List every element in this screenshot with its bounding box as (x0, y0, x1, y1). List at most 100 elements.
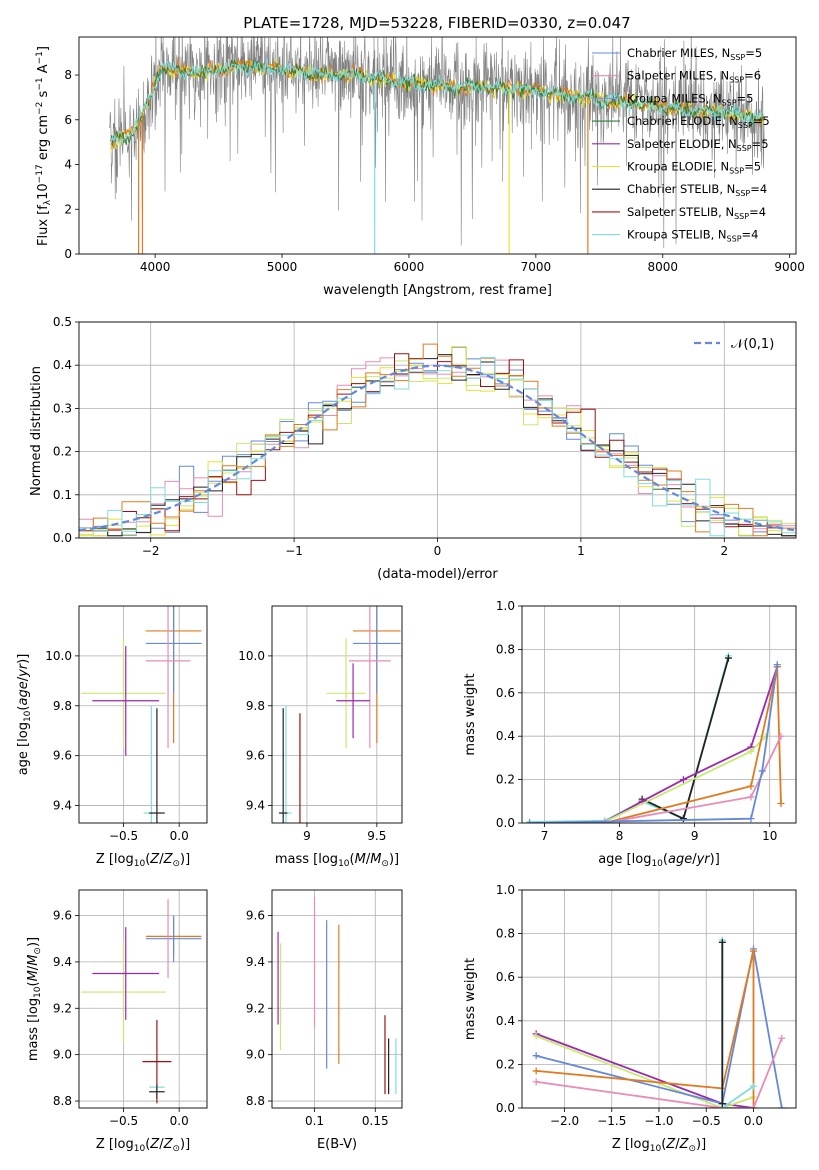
y-tick-label: 0.4 (53, 358, 72, 372)
mass-weight-marker (679, 776, 687, 784)
y-tick-label: 4 (64, 158, 72, 172)
y-tick-label: 9.6 (246, 909, 265, 923)
legend-label: Salpeter MILES, NSSP=6 (627, 69, 761, 85)
errorbar-area (81, 899, 202, 1104)
legend-label: Kroupa ELODIE, NSSP=5 (627, 160, 761, 176)
legend-label: Kroupa MILES, NSSP=5 (627, 91, 753, 107)
x-axis-label: Z [log10(Z/Z⊙)] (96, 1137, 190, 1154)
y-tick-label: 0.0 (53, 531, 72, 545)
mass-weight-marker (749, 947, 757, 955)
x-tick-label: 8 (616, 829, 624, 843)
x-tick-label: −0.5 (692, 1114, 721, 1128)
y-axis-label: age [log10(age/yr)] (16, 654, 33, 776)
x-axis-label: Z [log10(Z/Z⊙)] (96, 852, 190, 869)
y-tick-label: 8.8 (53, 1094, 72, 1108)
x-tick-label: −2 (142, 544, 160, 558)
axes-frame (271, 605, 403, 824)
y-tick-label: 1.0 (496, 599, 515, 613)
mass-weight-marker (773, 661, 781, 669)
mass-weight-marker (532, 1032, 540, 1040)
x-tick-label: 8000 (647, 260, 678, 274)
y-tick-label: 0.1 (53, 488, 72, 502)
mass-weight-marker (778, 1034, 786, 1042)
mass-weight-marker (747, 793, 755, 801)
x-tick-label: 7000 (521, 260, 552, 274)
y-tick-label: 0.2 (53, 445, 72, 459)
y-tick-label: 9.0 (53, 1048, 72, 1062)
x-tick-label: 7 (541, 829, 549, 843)
y-tick-label: 9.6 (53, 909, 72, 923)
y-tick-label: 9.6 (53, 749, 72, 763)
y-axis-label: Flux [fλ10−17 erg cm−2 s−1 A−1] (35, 46, 53, 246)
normal-curve (79, 364, 796, 532)
x-axis-label: mass [log10(M/M⊙)] (275, 852, 399, 869)
axes-frame (271, 889, 403, 1109)
y-tick-label: 0.4 (496, 1014, 515, 1028)
y-tick-label: 2 (64, 202, 72, 216)
legend-label: Kroupa STELIB, NSSP=4 (627, 228, 758, 244)
histogram-series (79, 343, 796, 537)
errorbar-area (278, 606, 401, 823)
y-axis-label: Normed distribution (29, 366, 44, 496)
panel-mass_weight_vs_Z: −2.0 −1.5 −1.0 −0.5 0.0 0.0 0.2 0.4 0.6 0.8 1.0 Z [… (463, 883, 797, 1154)
x-axis-label: E(B-V) (317, 1137, 357, 1152)
panel-mass_weight_vs_age: 7 8 9 10 0.0 0.2 0.4 0.6 0.8 1.0 age [log10(age/yr… (463, 599, 797, 869)
mass-weight-marker (532, 1067, 540, 1075)
mass-weight-series (536, 950, 755, 1108)
mass-weight-marker (749, 1082, 757, 1090)
histogram-area (79, 343, 796, 537)
panel-mass_vs_Z: −0.5 0.0 8.8 9.0 9.2 9.4 9.6 Z [log10(Z/Z⊙)] mas… (26, 889, 208, 1154)
mass-weight-marker (532, 1078, 540, 1086)
y-tick-label: 0.0 (496, 1101, 515, 1115)
x-axis-label: Z [log10(Z/Z⊙)] (612, 1137, 706, 1154)
y-tick-label: 8.8 (246, 1094, 265, 1108)
mass-weight-series (604, 666, 782, 823)
errorbar-area (277, 896, 397, 1095)
panel-age_vs_mass: 9 9.5 9.4 9.6 9.8 10.0 mass [log10(M/M⊙)] (238, 605, 403, 869)
y-axis-label: mass [log10(M/M⊙)] (26, 937, 43, 1061)
y-tick-label: 9.8 (53, 699, 72, 713)
x-tick-label: 10 (762, 829, 777, 843)
mass-weight-marker (679, 815, 687, 823)
mass-weight-marker (526, 819, 534, 823)
histogram-series (79, 353, 796, 537)
mass-weight-marker (747, 782, 755, 790)
x-tick-label: 0.0 (170, 829, 189, 843)
y-tick-label: 8 (64, 68, 72, 82)
panel-age_vs_Z: −0.5 0.0 9.4 9.6 9.8 10.0 Z [log10(Z/Z⊙)] age [… (16, 605, 208, 869)
x-tick-label: 2 (720, 544, 728, 558)
axes-frame (78, 889, 208, 1109)
y-tick-label: 0.0 (496, 816, 515, 830)
mass-weight-series (535, 1035, 754, 1108)
y-tick-label: 0.8 (496, 642, 515, 656)
model-spectrum (110, 57, 764, 145)
y-tick-label: 0.2 (496, 1057, 515, 1071)
y-tick-label: 0.4 (496, 729, 515, 743)
line-area (532, 936, 786, 1108)
y-tick-label: 0.6 (496, 970, 515, 984)
y-tick-label: 9.0 (246, 1048, 265, 1062)
y-tick-label: 9.4 (53, 799, 72, 813)
x-tick-label: 9000 (774, 260, 805, 274)
x-tick-label: 9.5 (367, 829, 386, 843)
y-tick-label: 0.8 (496, 927, 515, 941)
mass-weight-marker (778, 1104, 786, 1108)
mass-weight-marker (724, 654, 732, 662)
y-tick-label: 9.6 (246, 749, 265, 763)
errorbar-area (81, 606, 202, 823)
mass-weight-marker (747, 747, 755, 755)
x-tick-label: 1 (577, 544, 585, 558)
x-tick-label: 0.1 (305, 1114, 324, 1128)
axes-frame (521, 889, 797, 1109)
mass-weight-series (536, 1037, 783, 1108)
y-tick-label: 6 (64, 113, 72, 127)
panel-mass_vs_EBV: 0.1 0.15 8.8 9.0 9.2 9.4 9.6 E(B-V) (246, 889, 403, 1152)
mass-weight-marker (718, 938, 726, 946)
y-tick-label: 9.2 (53, 1001, 72, 1015)
x-tick-label: 5000 (267, 260, 298, 274)
axes-frame (78, 321, 797, 539)
histogram-series (79, 357, 796, 537)
mass-weight-marker (747, 815, 755, 823)
x-tick-label: 6000 (394, 260, 425, 274)
x-tick-label: −1 (285, 544, 303, 558)
